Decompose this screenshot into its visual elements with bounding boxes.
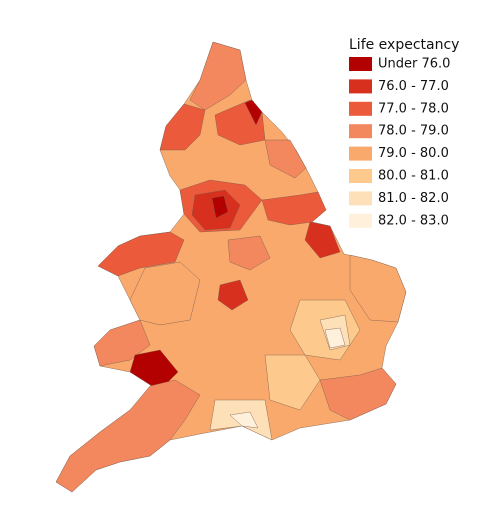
legend-label: 82.0 - 83.0 [378, 213, 449, 228]
region [229, 411, 259, 429]
legend-swatch [349, 169, 372, 183]
region [129, 261, 201, 326]
legend-title: Life expectancy [349, 37, 459, 53]
region [264, 139, 307, 179]
region [349, 254, 407, 323]
legend-swatch [349, 146, 372, 161]
legend-swatch [349, 57, 372, 71]
legend-swatch [349, 213, 372, 228]
region [264, 354, 321, 411]
region [189, 41, 247, 111]
region [217, 279, 249, 311]
legend-label: 78.0 - 79.0 [378, 124, 449, 139]
legend-label: 80.0 - 81.0 [378, 169, 449, 184]
region [159, 103, 206, 151]
legend-label: Under 76.0 [378, 57, 450, 72]
region [227, 235, 271, 271]
region [324, 327, 346, 349]
legend-swatch [349, 101, 372, 116]
legend-swatch [349, 191, 372, 206]
legend-label: 79.0 - 80.0 [378, 146, 449, 161]
region [244, 99, 263, 126]
region [211, 195, 229, 219]
legend-label: 76.0 - 77.0 [378, 79, 449, 94]
region [261, 191, 327, 226]
region [93, 319, 151, 367]
legend-label: 77.0 - 78.0 [378, 101, 449, 116]
region [55, 379, 201, 493]
region [319, 367, 397, 421]
legend-swatch [349, 124, 372, 139]
legend-swatch [349, 79, 372, 94]
region [97, 231, 185, 277]
region [304, 221, 341, 259]
legend-label: 81.0 - 82.0 [378, 191, 449, 206]
